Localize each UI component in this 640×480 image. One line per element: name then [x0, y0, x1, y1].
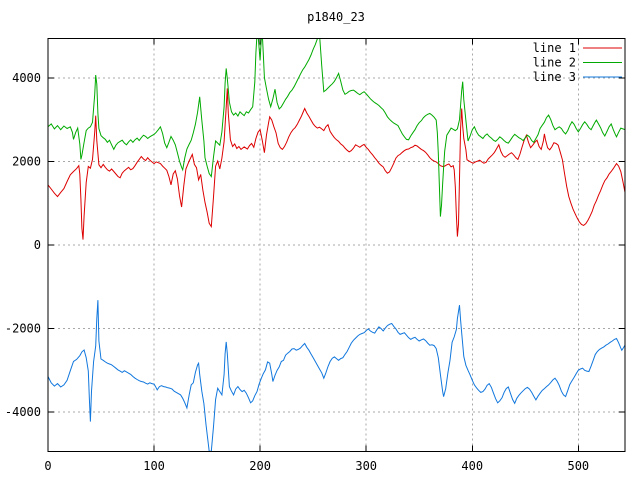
x-tick-label: 200	[249, 459, 271, 473]
legend-label-1: line 1	[533, 41, 576, 55]
x-tick-label: 0	[44, 459, 51, 473]
series-line-3	[48, 300, 625, 452]
series-line-2	[48, 38, 625, 217]
x-tick-label: 500	[567, 459, 589, 473]
x-tick-label: 300	[355, 459, 377, 473]
chart-title: p1840_23	[307, 10, 365, 24]
series-line-1	[48, 88, 625, 240]
legend-label-2: line 2	[533, 56, 576, 70]
y-tick-label: 0	[34, 238, 41, 252]
x-tick-label: 400	[461, 459, 483, 473]
y-tick-label: -2000	[5, 322, 41, 336]
y-tick-label: 4000	[12, 71, 41, 85]
y-tick-label: 2000	[12, 154, 41, 168]
x-tick-label: 100	[143, 459, 165, 473]
y-tick-label: -4000	[5, 405, 41, 419]
legend-label-3: line 3	[533, 70, 576, 84]
